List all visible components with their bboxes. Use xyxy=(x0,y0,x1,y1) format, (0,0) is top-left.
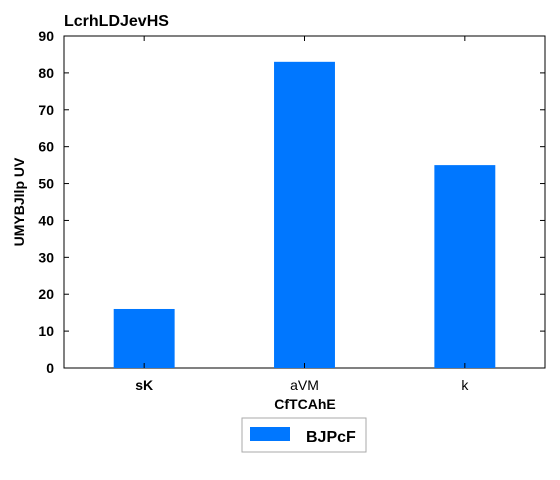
bars xyxy=(113,61,496,368)
legend: BJPcF xyxy=(241,417,367,453)
x-tick-label: k xyxy=(461,377,469,393)
legend-label: BJPcF xyxy=(306,429,356,446)
y-tick-label: 10 xyxy=(38,323,54,339)
chart-title: LcrhLDJevHS xyxy=(64,13,169,30)
y-tick-label: 40 xyxy=(38,212,54,228)
y-tick-label: 80 xyxy=(38,65,54,81)
y-tick-label: 20 xyxy=(38,286,54,302)
x-tick-label: aVM xyxy=(290,377,319,393)
y-tick-label: 90 xyxy=(38,28,54,44)
y-axis: 0 10 20 30 40 50 60 70 80 90 xyxy=(38,28,545,376)
bar-k xyxy=(434,165,496,368)
legend-swatch xyxy=(250,427,290,441)
y-tick-label: 60 xyxy=(38,139,54,155)
y-tick-label: 70 xyxy=(38,102,54,118)
y-tick-label: 30 xyxy=(38,249,54,265)
y-axis-label: UMYBJIlp UV xyxy=(11,157,27,246)
y-tick-label: 50 xyxy=(38,176,54,192)
x-axis-label: CfTCAhE xyxy=(274,396,335,412)
x-tick-label: sK xyxy=(135,377,153,393)
bar-aVM xyxy=(274,61,335,368)
y-tick-label: 0 xyxy=(46,360,54,376)
bar-sK xyxy=(113,308,175,368)
x-axis: sK aVM k xyxy=(135,36,469,393)
